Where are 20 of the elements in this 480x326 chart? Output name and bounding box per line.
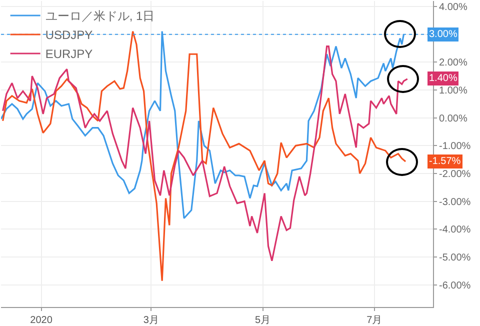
y-tick-label: -4.00% (439, 224, 471, 236)
annotation: 3.00% (429, 29, 458, 40)
legend-label: USDJPY (45, 28, 93, 42)
y-tick-label: -1.00% (439, 141, 471, 152)
annotation: 1.40% (429, 73, 458, 84)
y-tick-label: 4.00% (439, 2, 468, 14)
y-tick-label: 2.00% (439, 58, 468, 69)
x-tick-label: 7月 (366, 315, 382, 326)
y-tick-label: 1.00% (439, 86, 468, 97)
y-tick-label: -6.00% (439, 280, 471, 292)
legend-label: ユーロ／米ドル, 1日 (45, 9, 155, 24)
y-tick-label: -5.00% (439, 252, 471, 264)
x-tick-label: 5月 (254, 315, 271, 326)
x-tick-label: 3月 (143, 315, 159, 326)
y-tick-label: -3.00% (439, 196, 471, 208)
y-tick-label: 0.00% (439, 113, 468, 124)
annotation: -1.57% (429, 156, 461, 167)
legend-label: EURJPY (45, 47, 93, 62)
y-tick-label: -2.00% (439, 168, 471, 180)
x-tick-label: 2020 (30, 315, 53, 326)
